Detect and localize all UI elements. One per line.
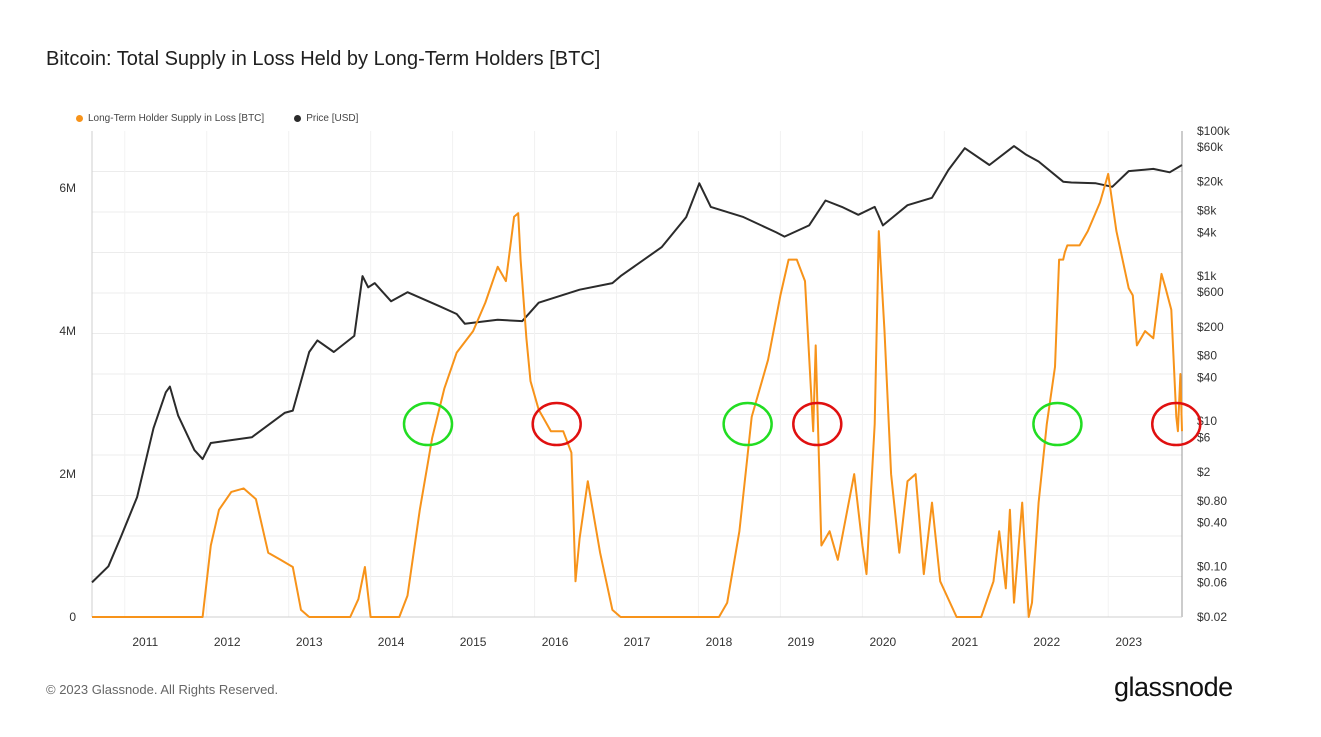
x-tick-label: 2015	[460, 635, 487, 649]
x-tick-label: 2020	[870, 635, 897, 649]
y-right-tick-label: $100k	[1197, 124, 1231, 138]
annotation-circle-green	[722, 401, 773, 447]
y-right-tick-label: $6	[1197, 430, 1211, 444]
x-tick-label: 2022	[1033, 635, 1060, 649]
legend-label-supply: Long-Term Holder Supply in Loss [BTC]	[88, 113, 265, 124]
y-right-tick-label: $80	[1197, 349, 1217, 363]
y-left-tick-label: 2M	[59, 467, 76, 481]
y-right-tick-label: $20k	[1197, 175, 1224, 189]
x-tick-label: 2023	[1115, 635, 1142, 649]
annotation-circle-green	[402, 401, 454, 447]
y-left-tick-label: 4M	[59, 324, 76, 338]
x-tick-label: 2014	[378, 635, 405, 649]
y-right-tick-label: $8k	[1197, 204, 1217, 218]
y-right-tick-label: $60k	[1197, 140, 1224, 154]
y-left-tick-label: 0	[69, 610, 76, 624]
y-right-tick-label: $0.40	[1197, 516, 1227, 530]
x-tick-label: 2013	[296, 635, 323, 649]
y-right-tick-label: $2	[1197, 465, 1211, 479]
y-right-tick-label: $0.06	[1197, 575, 1227, 589]
legend-label-price: Price [USD]	[306, 113, 359, 124]
y-right-tick-label: $200	[1197, 320, 1224, 334]
legend-item-price[interactable]: Price [USD]	[294, 113, 358, 124]
y-right-tick-label: $0.02	[1197, 610, 1227, 624]
annotation-circle-red	[1151, 401, 1202, 447]
x-tick-label: 2021	[951, 635, 978, 649]
x-tick-label: 2011	[132, 635, 158, 649]
y-right-tick-label: $0.10	[1197, 559, 1227, 573]
y-right-tick-label: $1k	[1197, 269, 1217, 283]
annotation-circle-green	[1032, 401, 1083, 447]
brand-logo: glassnode	[1114, 672, 1233, 702]
annotation-circle-red	[792, 401, 843, 447]
x-tick-label: 2018	[706, 635, 733, 649]
x-tick-label: 2019	[788, 635, 815, 649]
y-left-tick-label: 6M	[59, 181, 76, 195]
copyright-text: © 2023 Glassnode. All Rights Reserved.	[46, 682, 279, 697]
series-line-price	[91, 145, 1183, 584]
series-line-supply	[92, 172, 1183, 618]
x-tick-label: 2017	[624, 635, 651, 649]
y-right-tick-label: $10	[1197, 414, 1217, 428]
y-right-tick-label: $600	[1197, 285, 1224, 299]
page-title: Bitcoin: Total Supply in Loss Held by Lo…	[46, 48, 601, 70]
y-right-tick-label: $4k	[1197, 225, 1217, 239]
x-tick-label: 2012	[214, 635, 241, 649]
y-right-tick-label: $0.80	[1197, 494, 1227, 508]
legend-dot-price	[294, 115, 302, 122]
y-right-tick-label: $40	[1197, 371, 1217, 385]
legend-dot-supply	[76, 115, 83, 122]
annotation-circle-red	[531, 401, 582, 447]
chart-legend: Long-Term Holder Supply in Loss [BTC] Pr…	[76, 113, 358, 124]
x-tick-label: 2016	[542, 635, 569, 649]
legend-item-supply[interactable]: Long-Term Holder Supply in Loss [BTC]	[76, 113, 264, 124]
